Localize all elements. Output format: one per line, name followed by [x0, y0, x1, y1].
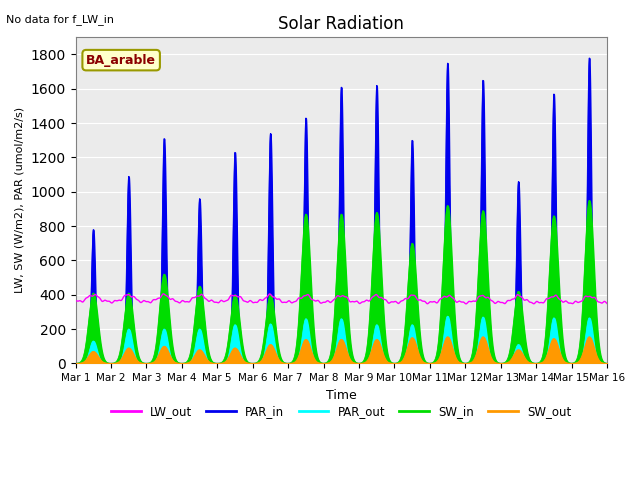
X-axis label: Time: Time — [326, 389, 356, 402]
Text: BA_arable: BA_arable — [86, 54, 156, 67]
Legend: LW_out, PAR_in, PAR_out, SW_in, SW_out: LW_out, PAR_in, PAR_out, SW_in, SW_out — [106, 400, 576, 423]
Title: Solar Radiation: Solar Radiation — [278, 15, 404, 33]
Text: No data for f_LW_in: No data for f_LW_in — [6, 14, 115, 25]
Y-axis label: LW, SW (W/m2), PAR (umol/m2/s): LW, SW (W/m2), PAR (umol/m2/s) — [15, 108, 25, 293]
